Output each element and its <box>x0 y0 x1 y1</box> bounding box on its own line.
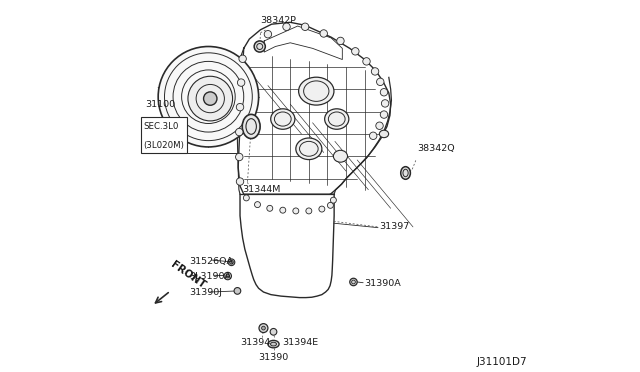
Text: 31397: 31397 <box>380 222 410 231</box>
Text: 31394: 31394 <box>240 339 270 347</box>
Ellipse shape <box>296 138 322 160</box>
Ellipse shape <box>299 77 334 105</box>
Circle shape <box>234 288 241 294</box>
Ellipse shape <box>324 109 349 129</box>
Circle shape <box>204 92 217 105</box>
Circle shape <box>236 128 243 136</box>
Circle shape <box>230 260 234 264</box>
Circle shape <box>237 79 245 86</box>
Text: 31394E: 31394E <box>282 339 318 347</box>
Ellipse shape <box>333 150 348 162</box>
Text: (3L020M): (3L020M) <box>143 141 184 150</box>
Circle shape <box>351 48 359 55</box>
Text: 31390A: 31390A <box>364 279 401 288</box>
Circle shape <box>280 207 286 213</box>
Circle shape <box>381 100 389 107</box>
Circle shape <box>267 205 273 211</box>
Circle shape <box>283 23 291 31</box>
Circle shape <box>328 202 333 208</box>
Circle shape <box>264 31 271 38</box>
Ellipse shape <box>380 130 388 138</box>
Ellipse shape <box>254 41 266 52</box>
Text: SEC.3L0: SEC.3L0 <box>143 122 179 131</box>
Circle shape <box>330 197 337 203</box>
Circle shape <box>270 328 277 335</box>
Circle shape <box>337 37 344 45</box>
Text: FRONT: FRONT <box>170 259 208 290</box>
Circle shape <box>293 208 299 214</box>
Circle shape <box>226 274 230 278</box>
Circle shape <box>369 132 377 140</box>
Circle shape <box>255 202 260 208</box>
Text: 3L3190A: 3L3190A <box>189 272 231 280</box>
Text: 31100: 31100 <box>145 100 175 109</box>
Circle shape <box>259 324 268 333</box>
Circle shape <box>236 153 243 161</box>
Text: 31390J: 31390J <box>189 288 222 297</box>
Text: 31526QA: 31526QA <box>189 257 233 266</box>
Circle shape <box>243 195 250 201</box>
Circle shape <box>188 76 232 121</box>
Circle shape <box>320 30 328 37</box>
Circle shape <box>236 103 244 111</box>
Circle shape <box>319 206 325 212</box>
Ellipse shape <box>243 114 260 138</box>
Circle shape <box>306 208 312 214</box>
Text: 31390: 31390 <box>259 353 289 362</box>
Circle shape <box>371 68 379 75</box>
Text: J31101D7: J31101D7 <box>476 357 527 366</box>
Circle shape <box>236 178 244 185</box>
Ellipse shape <box>401 167 410 179</box>
Circle shape <box>380 89 388 96</box>
Circle shape <box>376 122 383 129</box>
Bar <box>141 117 187 153</box>
Text: 38342Q: 38342Q <box>417 144 454 153</box>
Circle shape <box>158 46 259 147</box>
Circle shape <box>239 55 246 62</box>
Circle shape <box>224 272 232 280</box>
Text: 38342P: 38342P <box>260 16 296 25</box>
Circle shape <box>376 78 384 86</box>
Circle shape <box>380 111 388 118</box>
Ellipse shape <box>271 109 295 129</box>
Circle shape <box>301 23 309 31</box>
Text: 31344M: 31344M <box>242 185 280 194</box>
Ellipse shape <box>271 342 276 346</box>
Circle shape <box>228 259 235 266</box>
Ellipse shape <box>268 340 279 348</box>
Circle shape <box>349 278 357 286</box>
Circle shape <box>262 326 266 330</box>
Circle shape <box>363 58 370 65</box>
